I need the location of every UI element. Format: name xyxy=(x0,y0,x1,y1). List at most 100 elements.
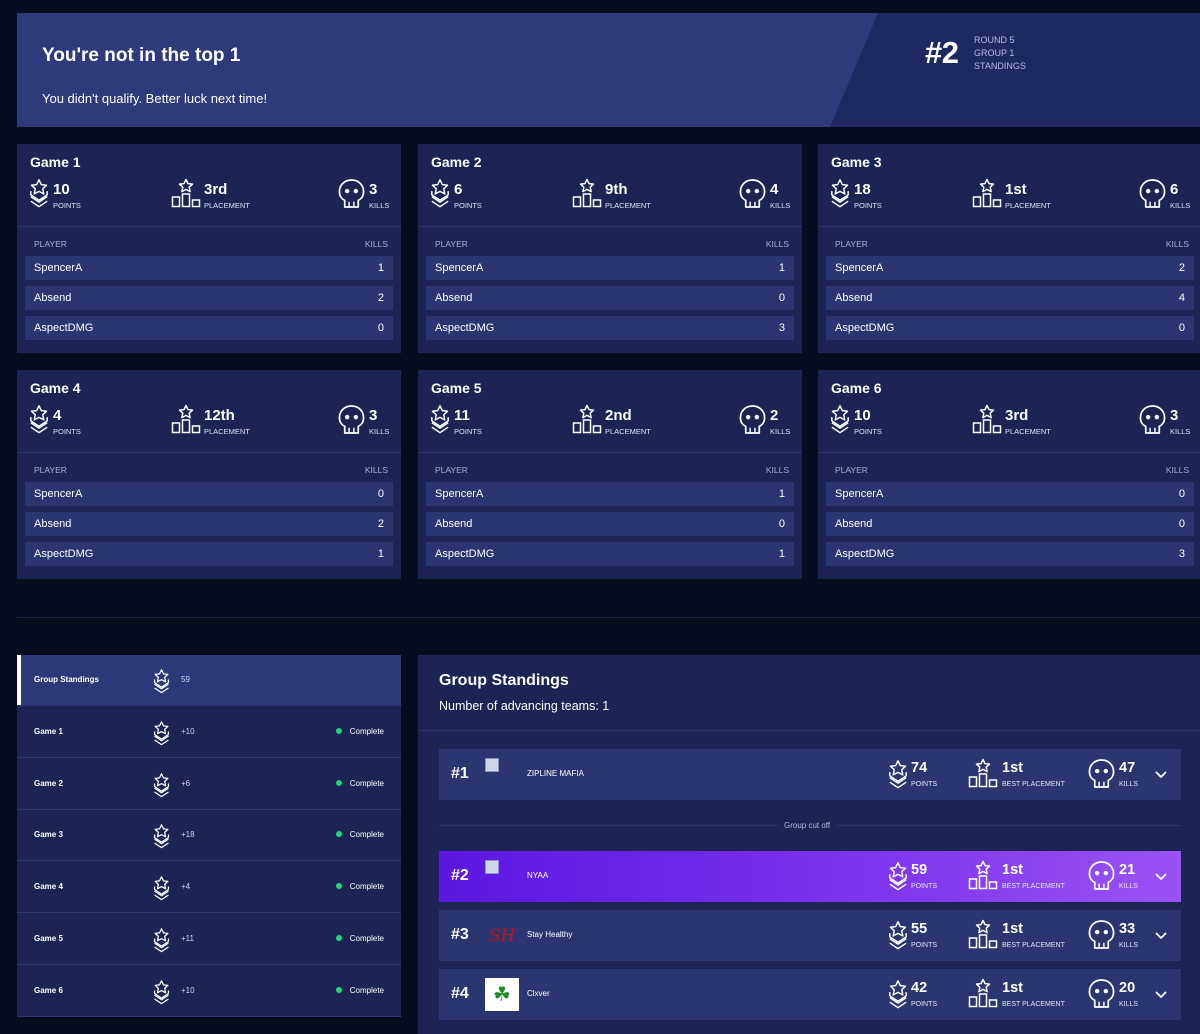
player-name: Absend xyxy=(835,518,873,530)
banner-meta: ROUND 5 GROUP 1 STANDINGS xyxy=(974,34,1026,73)
game-title: Game 5 xyxy=(431,380,482,396)
player-kills: 0 xyxy=(1178,488,1185,500)
card-divider xyxy=(17,452,401,453)
player-name: AspectDMG xyxy=(835,548,895,560)
skull-icon xyxy=(1088,758,1115,790)
kills-column-header: KILLS xyxy=(364,465,388,475)
kills-label: KILLS xyxy=(369,427,390,436)
team-name: NYAA xyxy=(527,871,549,880)
expand-button[interactable] xyxy=(1155,986,1167,1004)
points-value: 18 xyxy=(854,181,871,198)
placement-value: 3rd xyxy=(1005,407,1029,424)
player-name: SpencerA xyxy=(34,488,83,500)
player-row: AspectDMG 3 xyxy=(426,316,794,340)
team-kills-label: KILLS xyxy=(1119,883,1139,890)
points-label: POINTS xyxy=(854,427,882,436)
tab-name: Game 5 xyxy=(34,934,63,943)
section-divider xyxy=(17,617,1200,618)
placement-label: PLACEMENT xyxy=(1005,427,1051,436)
expand-button[interactable] xyxy=(1155,927,1167,945)
banner-rank: #2 xyxy=(925,35,959,70)
points-chevron-icon xyxy=(888,919,908,951)
tab-points: 59 xyxy=(181,675,190,684)
tab-game-4[interactable]: Game 4 +4 Complete xyxy=(17,862,401,914)
player-row: SpencerA 0 xyxy=(25,482,393,506)
player-row: AspectDMG 1 xyxy=(426,542,794,566)
skull-icon xyxy=(1139,404,1166,436)
player-row: Absend 2 xyxy=(25,512,393,536)
kills-value: 3 xyxy=(369,407,378,424)
advancing-teams-text: Number of advancing teams: 1 xyxy=(439,699,610,713)
banner-meta-group: GROUP 1 xyxy=(974,48,1015,58)
points-value: 11 xyxy=(454,407,470,424)
tab-name: Game 1 xyxy=(34,726,63,736)
card-divider xyxy=(418,226,802,227)
team-row[interactable]: #4 ☘ Clxver 42 POINTS 1st BEST PLACEMENT 20 KILL… xyxy=(439,969,1181,1020)
tab-status: Complete xyxy=(335,727,384,736)
player-name: AspectDMG xyxy=(34,322,94,334)
player-row: AspectDMG 3 xyxy=(826,542,1194,566)
kills-label: KILLS xyxy=(770,427,791,436)
points-value: 6 xyxy=(454,181,463,198)
points-label: POINTS xyxy=(53,201,81,210)
expand-button[interactable] xyxy=(1155,766,1167,784)
player-kills: 1 xyxy=(377,548,384,560)
game-card: Game 1 10 POINTS 3rd PLACEMENT 3 KILLS PLAYER KI… xyxy=(17,144,401,353)
tab-name: Game 6 xyxy=(34,985,63,995)
player-column-header: PLAYER xyxy=(835,239,868,249)
status-dot xyxy=(335,779,342,786)
kills-value: 3 xyxy=(369,181,378,198)
team-best-placement-label: BEST PLACEMENT xyxy=(1002,883,1065,890)
standings-title: Group Standings xyxy=(439,672,569,689)
team-kills-value: 47 xyxy=(1119,760,1136,776)
tab-game-2[interactable]: Game 2 +6 Complete xyxy=(17,759,401,810)
tab-group-standings[interactable]: Group Standings 59 xyxy=(17,655,401,706)
player-kills: 1 xyxy=(778,262,785,274)
game-title: Game 1 xyxy=(30,154,81,170)
points-chevron-icon xyxy=(153,720,170,746)
tab-game-1[interactable]: Game 1 +10 Complete xyxy=(17,707,401,758)
podium-icon xyxy=(171,404,201,434)
podium-icon xyxy=(968,860,998,890)
skull-icon xyxy=(739,404,766,436)
game-title: Game 6 xyxy=(831,380,882,396)
player-column-header: PLAYER xyxy=(835,465,868,475)
tab-points: +18 xyxy=(181,830,195,840)
team-row[interactable]: #2 NYAA 59 POINTS 1st BEST PLACEMENT 21 KILLS xyxy=(439,851,1181,902)
points-chevron-icon xyxy=(153,927,170,953)
tab-status: Complete xyxy=(335,830,384,839)
player-row: Absend 0 xyxy=(826,512,1194,536)
points-label: POINTS xyxy=(53,427,81,436)
team-points-label: POINTS xyxy=(911,883,938,890)
team-best-placement-value: 1st xyxy=(1002,921,1023,937)
player-name: Absend xyxy=(435,518,473,530)
player-name: SpencerA xyxy=(435,488,484,500)
player-row: Absend 0 xyxy=(426,286,794,310)
tab-game-3[interactable]: Game 3 +18 Complete xyxy=(17,810,401,862)
team-kills-value: 21 xyxy=(1119,862,1136,878)
tab-points: +6 xyxy=(181,778,191,788)
team-rank: #2 xyxy=(451,867,469,884)
player-column-header: PLAYER xyxy=(435,239,468,249)
expand-button[interactable] xyxy=(1155,868,1167,886)
team-row[interactable]: #3 SH Stay Healthy 55 POINTS 1st BEST PLACEMEN… xyxy=(439,910,1181,961)
tab-points: +10 xyxy=(181,985,195,995)
status-text: Complete xyxy=(349,882,384,892)
game-card: Game 4 4 POINTS 12th PLACEMENT 3 KILLS PLAYER KI… xyxy=(17,370,401,579)
tab-name: Game 4 xyxy=(34,882,63,892)
team-row[interactable]: #1 ZIPLINE MAFIA 74 POINTS 1st BEST PLACEMENT… xyxy=(439,749,1181,800)
podium-icon xyxy=(171,178,201,208)
kills-value: 2 xyxy=(770,407,779,424)
team-name: Clxver xyxy=(527,989,550,998)
kills-column-header: KILLS xyxy=(1165,239,1189,249)
tab-game-6[interactable]: Game 6 +10 Complete xyxy=(17,966,401,1017)
points-chevron-icon xyxy=(153,823,170,849)
tab-game-5[interactable]: Game 5 +11 Complete xyxy=(17,914,401,965)
team-rank: #1 xyxy=(451,765,469,782)
team-name: ZIPLINE MAFIA xyxy=(527,769,584,778)
game-card: Game 3 18 POINTS 1st PLACEMENT 6 KILLS PLAYER KI… xyxy=(818,144,1200,353)
team-logo-broken-image xyxy=(485,758,499,772)
placement-label: PLACEMENT xyxy=(204,427,250,436)
status-dot xyxy=(335,883,342,890)
player-column-header: PLAYER xyxy=(34,239,67,249)
